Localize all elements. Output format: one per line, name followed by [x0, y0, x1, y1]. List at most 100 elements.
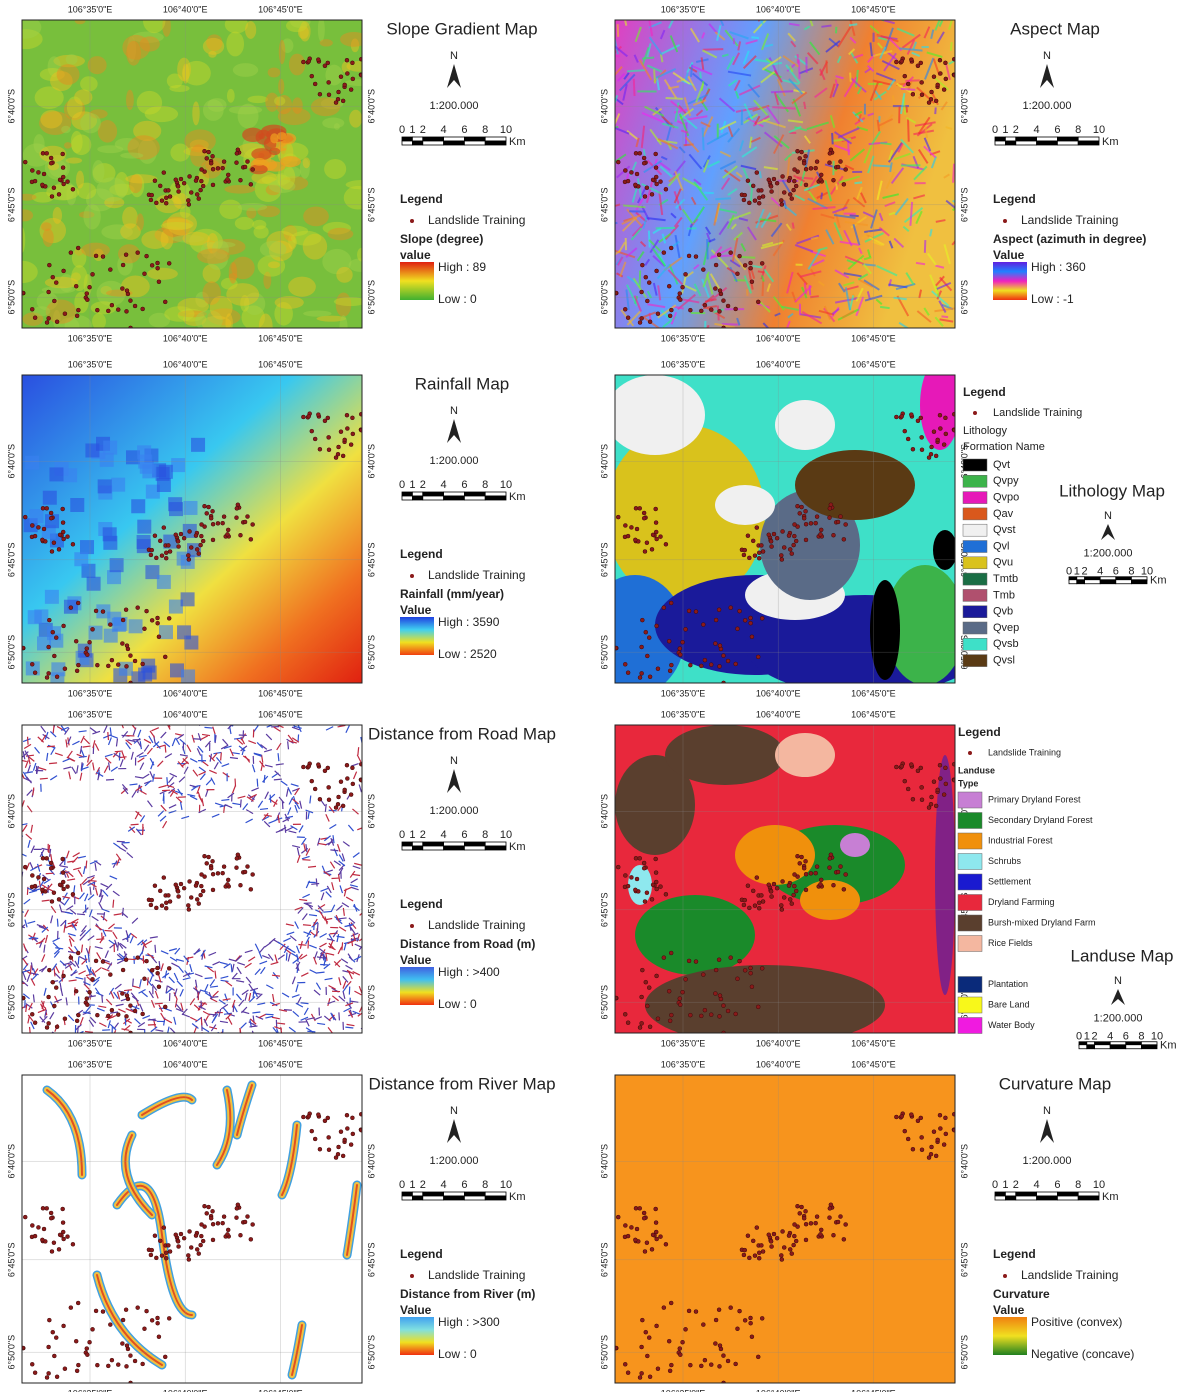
landslide-point [654, 1207, 658, 1211]
map-patch [53, 207, 62, 224]
landslide-point [828, 151, 832, 155]
latitude-label: 6°50'0"S [6, 1335, 16, 1370]
scale-bar [464, 842, 485, 846]
scale-tick-label: 10 [1093, 1179, 1105, 1191]
landslide-point [749, 261, 753, 265]
landslide-point [316, 1113, 320, 1117]
landslide-point [136, 251, 140, 255]
landslide-point [359, 57, 363, 61]
landslide-point [894, 60, 898, 64]
landslide-point [182, 181, 186, 185]
map-texture [894, 298, 907, 299]
legend-point [410, 219, 414, 223]
landslide-point [49, 866, 53, 870]
landslide-point [842, 1237, 846, 1241]
landslide-point [177, 895, 181, 899]
map-title: Slope Gradient Map [386, 19, 537, 38]
map-texture [760, 171, 761, 178]
landslide-point [221, 521, 225, 525]
legend-high: High : 3590 [438, 615, 500, 629]
landslide-point [74, 989, 78, 993]
landslide-point [659, 1235, 663, 1239]
landslide-point [69, 251, 73, 255]
map-patch [203, 38, 224, 55]
landslide-point [58, 178, 62, 182]
map-area [0, 1075, 363, 1390]
landslide-point [717, 1014, 721, 1018]
landslide-point [729, 956, 733, 960]
map-cell [131, 499, 145, 513]
landslide-point [749, 616, 753, 620]
landslide-point [326, 766, 330, 770]
landslide-point [650, 192, 654, 196]
landslide-point [699, 309, 703, 313]
landslide-point [761, 900, 765, 904]
landslide-point [199, 1234, 203, 1238]
landslide-point [201, 539, 205, 543]
legend-high: High : >400 [438, 965, 500, 979]
landslide-point [952, 778, 956, 782]
landslide-point [108, 268, 112, 272]
map-road [323, 911, 331, 912]
landslide-point [944, 782, 948, 786]
landslide-point [819, 878, 823, 882]
landslide-point [91, 977, 95, 981]
longitude-label: 106°45'0"E [851, 688, 896, 698]
landslide-point [200, 1223, 204, 1227]
scale-bar [1078, 141, 1099, 145]
legend-swatch [963, 606, 987, 618]
scale-tick-label: 4 [441, 1179, 447, 1191]
landslide-point [85, 1003, 89, 1007]
landslide-point [906, 437, 910, 441]
longitude-label: 106°35'0"E [68, 1388, 113, 1392]
map-road [317, 923, 318, 931]
landslide-point [938, 72, 942, 76]
landslide-point [944, 432, 948, 436]
landslide-point [656, 667, 660, 671]
map-patch [269, 148, 280, 155]
map-cell [129, 619, 143, 633]
scale-bar [1016, 137, 1037, 141]
landslide-point [226, 878, 230, 882]
map-patch [80, 76, 98, 91]
map-patch [88, 56, 107, 74]
landslide-point [735, 627, 739, 631]
legend-value-label: Value [400, 603, 432, 617]
landslide-point [669, 601, 673, 605]
map-texture [873, 165, 891, 166]
scale-bar [1077, 580, 1085, 584]
landslide-point [30, 1012, 34, 1016]
landslide-point [47, 1371, 51, 1375]
landslide-point [920, 1135, 924, 1139]
landslide-point [243, 520, 247, 524]
landslide-point [0, 1032, 2, 1036]
landslide-point [934, 804, 938, 808]
map-title: Rainfall Map [415, 374, 510, 393]
landslide-point [640, 1371, 644, 1375]
landslide-point [738, 1309, 742, 1313]
map-road [308, 866, 316, 867]
landslide-point [640, 618, 644, 622]
landslide-point [743, 618, 747, 622]
landslide-point [829, 1203, 833, 1207]
landslide-point [638, 151, 642, 155]
map-cell [63, 468, 77, 482]
scale-bar [423, 492, 444, 496]
scale-bar [464, 137, 485, 141]
latitude-label: 6°40'0"S [366, 444, 376, 479]
legend-item-label: Qvt [993, 459, 1010, 471]
landslide-point [747, 201, 751, 205]
landslide-point [804, 888, 808, 892]
landslide-point [52, 654, 56, 658]
landslide-point [650, 1247, 654, 1251]
landslide-point [307, 764, 311, 768]
landslide-point [30, 1223, 34, 1227]
landslide-point [316, 58, 320, 62]
map-texture [905, 80, 919, 81]
landslide-point [337, 1145, 341, 1149]
landslide-point [804, 154, 808, 158]
landslide-point [920, 80, 924, 84]
landslide-point [718, 1344, 722, 1348]
landslide-point [156, 966, 160, 970]
scale-bar [423, 842, 444, 846]
